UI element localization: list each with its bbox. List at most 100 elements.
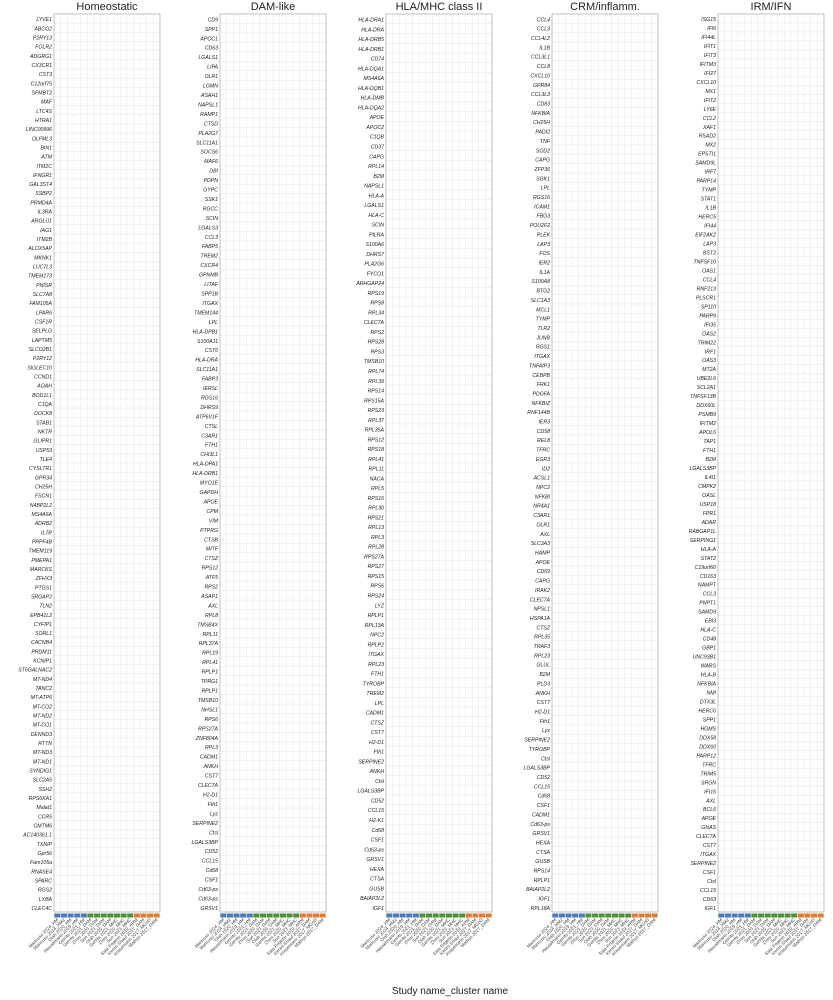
study-color-bar (246, 913, 253, 918)
panels-group: Homeostatic LYVE1 ABCG2 P2RY13 FOLR2 ADGRG1 CX… (18, 1, 825, 957)
gene-label: LAP3 (703, 242, 716, 248)
study-color-bar (751, 913, 758, 918)
gene-label: RNASE4 (31, 869, 52, 875)
gene-label: LYZ (375, 603, 385, 609)
gene-label: LY6E (704, 107, 717, 113)
gene-label: RPS6 (370, 584, 384, 590)
gene-label: CCL3 (205, 235, 218, 241)
gene-label: CAPG (535, 579, 550, 585)
gene-label: CX3CR1 (32, 63, 53, 69)
study-color-bar (744, 913, 751, 918)
gene-label: GPR34 (35, 475, 52, 481)
gene-label: RPL3 (371, 535, 384, 541)
gene-label: PSMB9 (698, 412, 716, 418)
gene-label: PLA2G6 (364, 262, 384, 268)
gene-label: CCL2 (703, 116, 716, 122)
gene-label: HLA-DRB1 (192, 471, 218, 477)
gene-label: IL4I1 (704, 475, 716, 481)
gene-label: CADM1 (366, 711, 384, 717)
gene-label: ISG15 (701, 17, 716, 23)
gene-label: BOD1L1 (32, 393, 52, 399)
gene-label: NPC2 (370, 633, 384, 639)
gene-label: CD9 (208, 17, 218, 23)
gene-label: CCL3 (537, 27, 550, 33)
gene-label: IERSL (203, 386, 218, 392)
gene-label: C19orf66 (695, 565, 716, 571)
gene-label: APOL6 (698, 430, 716, 436)
gene-label: CYSLTR1 (29, 466, 52, 472)
gene-label: PRDM11 (31, 649, 52, 655)
gene-label: RPS24 (368, 594, 385, 600)
gene-label: DHRS7 (366, 252, 385, 258)
gene-label: GBP1 (702, 646, 716, 652)
study-color-bar (226, 913, 233, 918)
gene-label: MT2A (702, 367, 716, 373)
gene-label: REL8 (537, 438, 550, 444)
gene-label: RPL11 (369, 467, 385, 473)
gene-label: IGF1 (704, 906, 716, 912)
gene-label: RPL19 (202, 651, 218, 657)
gene-label: PDGFA (533, 391, 551, 397)
gene-label: TAP1 (703, 439, 716, 445)
gene-label: GLIPR1 (34, 439, 53, 445)
gene-label: APOE (701, 816, 717, 822)
gene-label: RABGAP1L (689, 529, 717, 535)
gene-label: SSK1 (205, 197, 218, 203)
gene-label: CCL3L1 (531, 55, 550, 61)
study-color-bar (638, 913, 645, 918)
study-color-bar (791, 913, 798, 918)
study-color-bar (87, 913, 94, 918)
gene-label: NACA (370, 476, 385, 482)
study-color-bar (260, 913, 267, 918)
gene-label: RPS15A (364, 398, 384, 404)
gene-label: ANKH (203, 764, 219, 770)
gene-label: UBE2L6 (697, 376, 716, 382)
gene-label: LGALS1 (364, 203, 384, 209)
gene-label: RNF213 (697, 286, 716, 292)
gene-label: TMEM144 (194, 310, 218, 316)
gene-label: AXL (539, 532, 550, 538)
panel-frame (717, 13, 825, 913)
gene-label: C12orf75 (31, 81, 52, 87)
gene-label: CD63 (205, 46, 218, 52)
gene-label: DENND3 (31, 732, 52, 738)
gene-label: MAF (41, 100, 53, 106)
gene-label: CXCR4 (200, 263, 218, 269)
gene-label: H2-K1 (369, 818, 384, 824)
gene-label: IFI16 (704, 789, 716, 795)
gene-label: GAPDH (200, 490, 219, 496)
panel-grid (53, 13, 161, 913)
study-color-bar (572, 913, 579, 918)
gene-label: PTPRG (200, 528, 218, 534)
gene-label: CD58 (537, 429, 550, 435)
gene-label: PADI2 (535, 130, 550, 136)
gene-label: CLEC7A (364, 320, 385, 326)
gene-label: GUSB (535, 859, 550, 865)
gene-label: BCL6 (703, 807, 716, 813)
gene-label: LINC00996 (26, 127, 52, 133)
gene-label: SERPINE2 (192, 821, 218, 827)
gene-label: CTSA (536, 850, 550, 856)
gene-label: GRSV1 (532, 831, 550, 837)
gene-label: RPS6KA1 (29, 796, 52, 802)
panel-frame (219, 13, 327, 913)
gene-label: LGALS3 (198, 225, 218, 231)
gene-label: TPRG1 (201, 679, 218, 685)
gene-label: RPL28 (368, 545, 384, 551)
gene-label: HLA-DRA1 (358, 18, 384, 24)
gene-label: HLA-DRA (361, 27, 384, 33)
gene-label: HLA-DRA (195, 358, 218, 364)
gene-label: RPS14 (368, 389, 385, 395)
study-color-bar (731, 913, 738, 918)
study-color-bar (80, 913, 87, 918)
gene-label: TNFSF13B (690, 394, 716, 400)
gene-label: RPLP2 (368, 642, 385, 648)
study-color-bar (631, 913, 638, 918)
gene-label: SLC11A1 (196, 367, 218, 373)
gene-label: ITM2B (37, 237, 53, 243)
gene-label: MITF (206, 547, 219, 553)
gene-label: TLE4 (40, 457, 53, 463)
gene-label: PNISR (36, 283, 52, 289)
gene-label: MT-ND4 (33, 677, 52, 683)
